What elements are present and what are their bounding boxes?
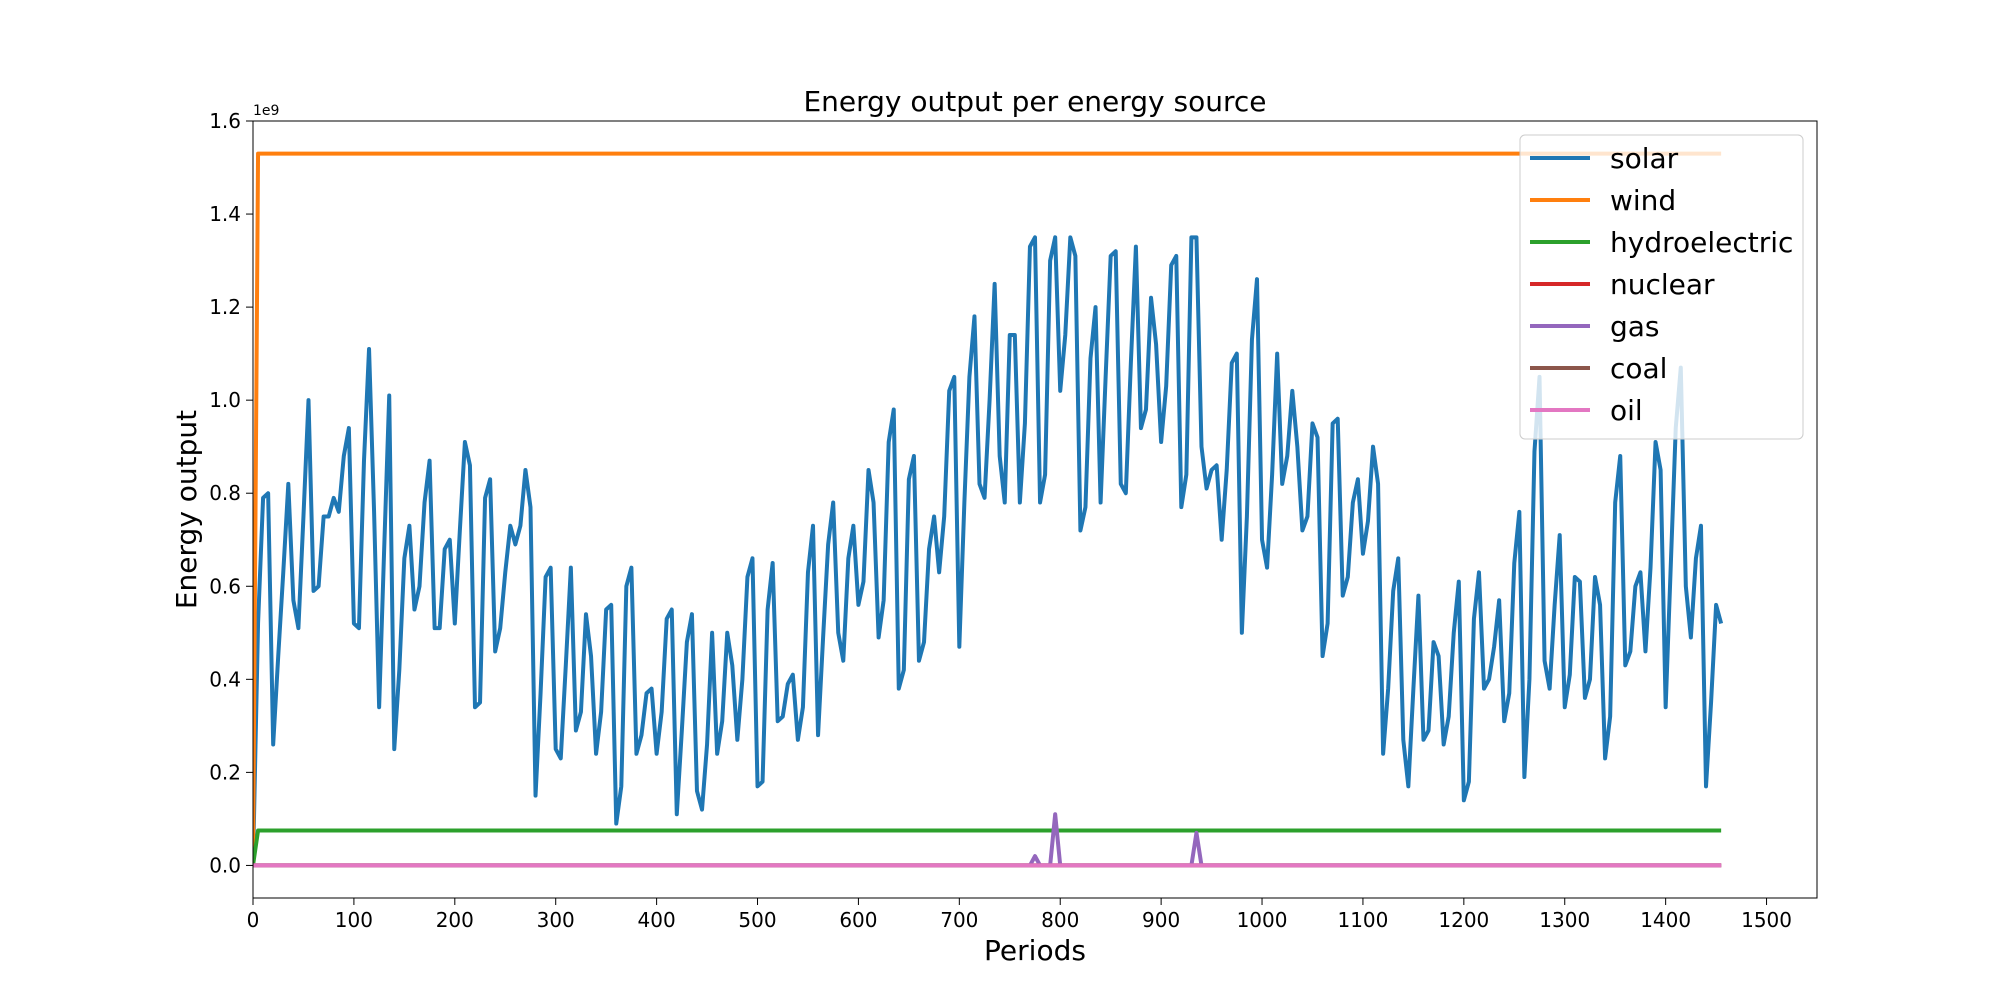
legend-label-coal: coal <box>1610 352 1667 385</box>
y-tick-label: 1.4 <box>209 202 241 226</box>
x-tick-label: 1400 <box>1640 908 1691 932</box>
y-tick-label: 0.2 <box>209 760 241 784</box>
x-tick-label: 1200 <box>1438 908 1489 932</box>
y-axis-label: Energy output <box>170 410 203 609</box>
legend-label-nuclear: nuclear <box>1610 268 1715 301</box>
series-line-wind <box>253 151 1722 866</box>
chart-title: Energy output per energy source <box>803 85 1266 118</box>
x-tick-label: 1100 <box>1337 908 1388 932</box>
legend-label-oil: oil <box>1610 394 1643 427</box>
y-tick-label: 1.0 <box>209 388 241 412</box>
x-tick-label: 100 <box>335 908 373 932</box>
series-layer <box>253 151 1724 868</box>
legend-label-solar: solar <box>1610 142 1679 175</box>
legend-label-hydroelectric: hydroelectric <box>1610 226 1793 259</box>
plot-frame <box>252 120 1818 899</box>
x-axis: 0 100 200 300 400 500 600 700 800 900 1000 1100 1200… <box>247 898 1792 932</box>
x-tick-label: 600 <box>839 908 877 932</box>
x-tick-label: 200 <box>436 908 474 932</box>
y-tick-label: 0.0 <box>209 853 241 877</box>
x-tick-label: 700 <box>940 908 978 932</box>
legend: solar wind hydroelectric nuclear gas coal oil <box>1519 134 1804 440</box>
y-tick-label: 1.6 <box>209 109 241 133</box>
x-tick-label: 1500 <box>1741 908 1792 932</box>
x-tick-label: 0 <box>247 908 260 932</box>
y-tick-label: 0.8 <box>209 481 241 505</box>
x-tick-label: 900 <box>1142 908 1180 932</box>
y-tick-label: 1.2 <box>209 295 241 319</box>
legend-box <box>1519 134 1804 440</box>
x-tick-label: 500 <box>738 908 776 932</box>
x-tick-label: 1300 <box>1539 908 1590 932</box>
y-tick-label: 0.4 <box>209 667 241 691</box>
y-axis: 0.0 0.2 0.4 0.6 0.8 1.0 1.2 1.4 1.6 <box>209 109 253 877</box>
x-tick-label: 800 <box>1041 908 1079 932</box>
y-axis-offset-label: 1e9 <box>253 103 279 119</box>
x-tick-label: 1000 <box>1237 908 1288 932</box>
series-line-solar <box>253 235 1724 866</box>
series-line-gas <box>253 812 1722 868</box>
y-tick-label: 0.6 <box>209 574 241 598</box>
x-tick-label: 300 <box>537 908 575 932</box>
x-axis-label: Periods <box>984 934 1086 967</box>
x-tick-label: 400 <box>638 908 676 932</box>
legend-label-gas: gas <box>1610 310 1660 343</box>
series-line-hydroelectric <box>253 828 1722 866</box>
legend-label-wind: wind <box>1610 184 1676 217</box>
